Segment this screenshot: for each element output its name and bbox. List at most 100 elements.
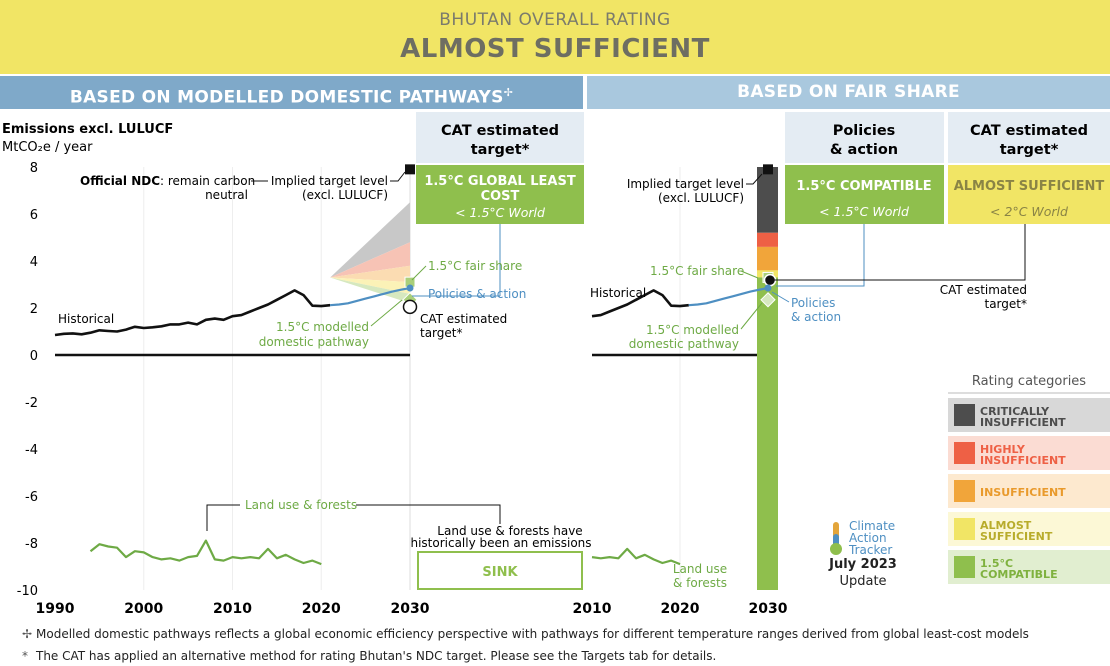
y-tick-label: -2 (25, 396, 38, 411)
brand-name-line3: Tracker (848, 543, 892, 557)
brand-name-line1: Climate (849, 519, 895, 533)
band-footnote-symbol: ✢ (503, 86, 514, 99)
footnote-2-text: The CAT has applied an alternative metho… (36, 649, 717, 663)
y-tick-labels: 8 6 4 2 0 -2 -4 -6 -8 -10 (17, 161, 38, 599)
cat-right-world: < 2°C World (990, 204, 1068, 219)
band-modelled-pathways: BASED ON MODELLED DOMESTIC PATHWAYS✢ (0, 76, 583, 109)
legend-swatch (954, 480, 975, 502)
series-line (591, 547, 681, 566)
y-tick-label: -8 (25, 537, 38, 552)
footnote-1: ✢ Modelled domestic pathways reflects a g… (22, 627, 1029, 641)
modelled-label-right-line2: domestic pathway (629, 337, 739, 351)
x-tick-label: 2020 (661, 601, 700, 617)
cat-target-marker (402, 299, 418, 315)
historical-label-right: Historical (590, 286, 646, 300)
modelled-label-left-line1: 1.5°C modelled (276, 320, 369, 334)
y-tick-label: 0 (30, 349, 38, 364)
legend-label: INSUFFICIENT (980, 486, 1066, 499)
cat-right-connector (772, 224, 1026, 281)
right-panel-grid (592, 167, 766, 590)
policies-rating-box (785, 165, 944, 224)
rating-bar-segment (757, 167, 778, 233)
thermometer-bulb-icon (830, 543, 842, 555)
official-ndc-label: Official NDC: remain carbon (80, 174, 255, 188)
legend-label: INSUFFICIENT (980, 416, 1066, 429)
legend-label: 1.5°C (980, 557, 1013, 570)
footnote-2: * The CAT has applied an alternative meth… (22, 649, 716, 663)
series-line (89, 539, 322, 566)
x-tick-label: 1990 (36, 601, 75, 617)
implied-target-marker (763, 164, 773, 175)
x-tick-label: 2000 (124, 601, 163, 617)
right-2030-rating-bar (757, 167, 778, 590)
fair-share-label-left: 1.5°C fair share (428, 259, 522, 273)
policies-title-line1: Policies (833, 123, 896, 139)
cat-logo: Climate Action Tracker July 2023 Update (828, 519, 897, 589)
rating-title: BHUTAN OVERALL RATING (439, 10, 671, 30)
band-modelled-pathways-label: BASED ON MODELLED DOMESTIC PATHWAYS (69, 87, 504, 108)
cat-left-title-box (416, 112, 584, 163)
implied-target-right-line2: (excl. LULUCF) (658, 191, 744, 205)
fair-share-right-connector (740, 270, 759, 279)
implied-left-connector (390, 171, 406, 182)
cat-right-title-box (948, 112, 1110, 163)
left-panel-series (54, 286, 411, 566)
policies-rating: 1.5°C COMPATIBLE (796, 179, 931, 194)
rating-legend: Rating categories CRITICALLYINSUFFICIENT… (948, 374, 1110, 584)
land-use-left-connector-b (356, 504, 501, 524)
modelled-left-connector (370, 299, 403, 327)
implied-target-left-line2: (excl. LULUCF) (302, 188, 388, 202)
y-tick-label: 6 (30, 208, 38, 223)
x-tick-label: 2010 (573, 601, 612, 617)
brand-date: July 2023 (828, 557, 897, 572)
fair-share-left-connector (411, 265, 427, 281)
fair-share-label-right: 1.5°C fair share (650, 264, 744, 278)
historical-label-left: Historical (58, 312, 114, 326)
x-tick-label: 2030 (391, 601, 430, 617)
range-band (330, 265, 410, 283)
right-panel-series (591, 286, 769, 566)
legend-label: SUFFICIENT (980, 530, 1053, 543)
left-2030-range-fan (330, 202, 410, 304)
policies-right-line1: Policies (791, 296, 835, 310)
series-line (54, 289, 331, 337)
footnote-1-symbol: ✢ (22, 627, 33, 641)
sink-note-line2: historically been an emissions (410, 536, 591, 550)
range-band (330, 277, 410, 294)
footnote-1-text: Modelled domestic pathways reflects a gl… (36, 627, 1029, 641)
series-line (330, 286, 411, 307)
legend-label: CRITICALLY (980, 405, 1050, 418)
x-tick-label: 2030 (749, 601, 788, 617)
series-line (591, 289, 689, 318)
band-fair-share: BASED ON FAIR SHARE (587, 76, 1110, 109)
legend-label: INSUFFICIENT (980, 454, 1066, 467)
x-tick-label: 2020 (302, 601, 341, 617)
policies-end-marker (406, 284, 414, 292)
modelled-right-connector (740, 302, 763, 330)
modelled-label-right-line1: 1.5°C modelled (646, 323, 739, 337)
cat-right-rating: ALMOST SUFFICIENT (954, 179, 1105, 194)
implied-right-connector (746, 173, 763, 185)
brand-name-line2: Action (849, 531, 887, 545)
policies-world: < 1.5°C World (819, 204, 909, 219)
policies-title-box (785, 112, 944, 163)
legend-label: COMPATIBLE (980, 568, 1058, 581)
left-panel-grid (55, 167, 411, 590)
policies-action-label-left: Policies & action (428, 287, 526, 301)
legend-swatch (954, 404, 975, 426)
sink-label: SINK (482, 565, 518, 580)
rating-bar-segment (757, 246, 778, 271)
series-line (688, 286, 769, 307)
rating-header: BHUTAN OVERALL RATING ALMOST SUFFICIENT (0, 0, 1110, 74)
y-tick-label: 4 (30, 255, 38, 270)
rating-bar-segment (757, 277, 778, 590)
cat-left-title-line2: target* (471, 142, 530, 158)
cat-right-rating-box (948, 165, 1110, 224)
x-tick-labels: 1990 2000 2010 2020 2030 2010 2020 2030 (36, 601, 788, 617)
policies-title-line2: & action (830, 142, 898, 158)
x-tick-label: 2010 (213, 601, 252, 617)
land-use-left-connector-a (206, 504, 240, 531)
sink-box (417, 551, 583, 590)
